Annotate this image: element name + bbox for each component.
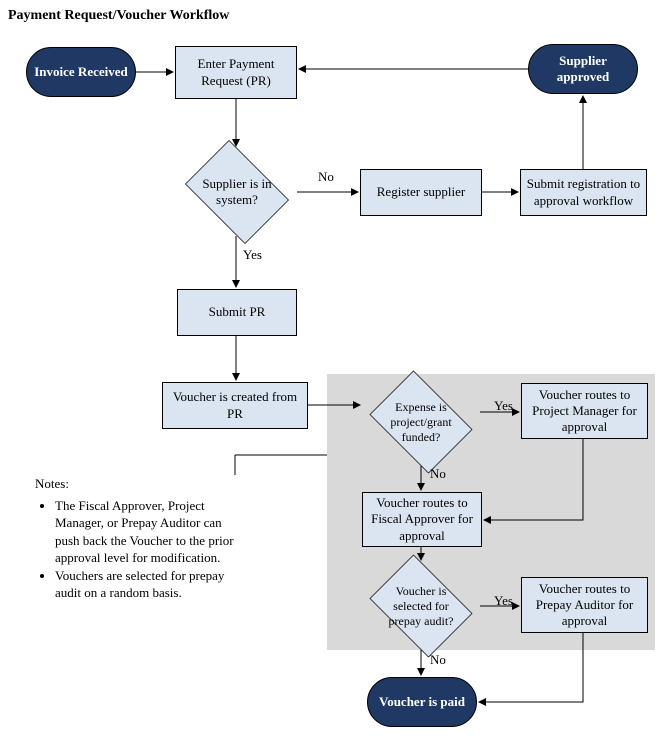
node-label: Enter Payment Request (PR) [180,56,292,89]
process-register-supplier: Register supplier [360,169,482,216]
decision-supplier-in-system: Supplier is in system? [177,148,297,236]
node-label: Expense is project/grant funded? [376,400,466,445]
node-label: Voucher is created from PR [167,389,303,422]
process-voucher-created: Voucher is created from PR [162,382,308,429]
edge-label-no: No [318,169,334,185]
terminator-invoice-received: Invoice Received [26,47,136,97]
node-label: Register supplier [377,184,465,200]
notes-item: The Fiscal Approver, Project Manager, or… [55,497,235,567]
process-submit-pr: Submit PR [177,289,297,336]
edge-label-yes: Yes [243,247,262,263]
process-routes-fiscal: Voucher routes to Fiscal Approver for ap… [362,492,482,547]
node-label: Invoice Received [34,64,128,80]
edge-label-yes: Yes [494,398,513,414]
notes-item: Vouchers are selected for prepay audit o… [55,567,235,602]
diagram-title: Payment Request/Voucher Workflow [8,8,229,24]
terminator-supplier-approved: Supplier approved [528,44,638,94]
node-label: Voucher is paid [379,694,465,710]
terminator-voucher-paid: Voucher is paid [367,677,477,727]
decision-prepay-audit: Voucher is selected for prepay audit? [362,562,480,650]
notes-list: The Fiscal Approver, Project Manager, or… [35,497,235,602]
node-label: Voucher routes to Prepay Auditor for app… [526,581,643,630]
edge-label-no: No [430,466,446,482]
node-label: Voucher routes to Project Manager for ap… [526,387,643,436]
process-enter-pr: Enter Payment Request (PR) [175,46,297,99]
node-label: Voucher routes to Fiscal Approver for ap… [367,495,477,544]
process-routes-pm: Voucher routes to Project Manager for ap… [521,383,648,439]
node-label: Supplier is in system? [191,176,283,209]
notes-title: Notes: [35,475,235,493]
edge-label-yes: Yes [494,593,513,609]
edge-label-no: No [430,652,446,668]
process-submit-registration: Submit registration to approval workflow [520,169,647,216]
node-label: Submit registration to approval workflow [525,176,642,209]
node-label: Submit PR [209,304,266,320]
process-routes-prepay: Voucher routes to Prepay Auditor for app… [521,577,648,633]
decision-expense-funded: Expense is project/grant funded? [362,378,480,466]
node-label: Voucher is selected for prepay audit? [376,584,466,629]
node-label: Supplier approved [535,53,631,86]
workflow-canvas: Payment Request/Voucher Workflow Invoice… [0,0,666,738]
notes-block: Notes: The Fiscal Approver, Project Mana… [35,475,235,602]
